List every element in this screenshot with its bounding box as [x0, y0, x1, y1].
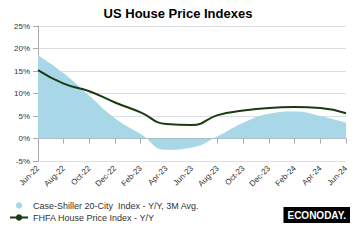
- svg-text:Apr-24: Apr-24: [300, 163, 324, 187]
- svg-text:Jun-24: Jun-24: [326, 163, 350, 187]
- svg-text:0%: 0%: [18, 134, 30, 143]
- svg-text:Jun-23: Jun-23: [172, 163, 196, 187]
- svg-text:25%: 25%: [14, 22, 30, 31]
- svg-text:10%: 10%: [14, 89, 30, 98]
- svg-text:-5%: -5%: [16, 157, 30, 166]
- svg-text:Oct-23: Oct-23: [223, 163, 247, 187]
- svg-text:5%: 5%: [18, 112, 30, 121]
- svg-text:US House Price Indexes: US House Price Indexes: [104, 6, 253, 21]
- svg-text:Aug-23: Aug-23: [196, 163, 221, 188]
- svg-text:Aug-22: Aug-22: [42, 163, 67, 188]
- svg-text:Oct-22: Oct-22: [69, 163, 93, 187]
- svg-text:FHFA House Price Index - Y/Y: FHFA House Price Index - Y/Y: [33, 213, 154, 223]
- svg-text:Dec-23: Dec-23: [248, 163, 273, 188]
- svg-text:Dec-22: Dec-22: [94, 163, 119, 188]
- svg-text:Jun-22: Jun-22: [18, 163, 42, 187]
- svg-text:Case-Shiller 20-City Index -: Case-Shiller 20-City Index - Y/Y, 3M Avg…: [33, 201, 199, 211]
- svg-text:ECONODAY.: ECONODAY.: [287, 210, 346, 221]
- svg-text:Apr-23: Apr-23: [146, 163, 170, 187]
- svg-text:Feb-24: Feb-24: [274, 163, 299, 188]
- svg-text:Feb-23: Feb-23: [120, 163, 145, 188]
- svg-text:20%: 20%: [14, 44, 30, 53]
- svg-text:15%: 15%: [14, 67, 30, 76]
